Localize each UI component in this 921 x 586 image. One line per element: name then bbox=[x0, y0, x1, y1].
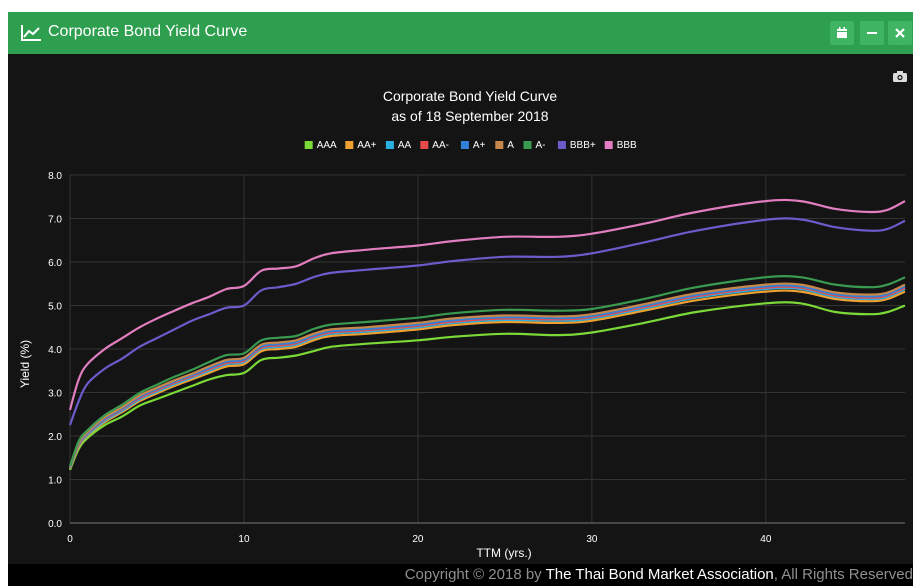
legend-label: AA bbox=[398, 140, 412, 151]
legend-label: AA+ bbox=[357, 140, 376, 151]
minimize-button[interactable] bbox=[860, 21, 884, 45]
x-axis-label: TTM (yrs.) bbox=[476, 546, 531, 560]
legend-swatch bbox=[460, 141, 469, 149]
legend-swatch bbox=[604, 141, 613, 149]
y-tick-label: 8.0 bbox=[48, 171, 62, 182]
chart-legend: AAA AA+ AA AA- A+ A A- BBB+ BBB bbox=[304, 140, 637, 151]
copyright-prefix: Copyright © 2018 by bbox=[404, 566, 546, 583]
series-line-aa-minus bbox=[68, 285, 906, 469]
legend-swatch bbox=[523, 141, 532, 149]
legend-swatch bbox=[304, 141, 313, 149]
series-line-a-minusplus bbox=[68, 284, 906, 468]
legend-label: AA- bbox=[432, 140, 449, 151]
y-tick-label: 7.0 bbox=[48, 215, 62, 226]
series-line-aaa bbox=[68, 301, 906, 471]
legend-label: AAA bbox=[317, 140, 337, 151]
x-tick-label: 20 bbox=[412, 534, 424, 545]
legend-swatch bbox=[495, 141, 504, 149]
close-button[interactable] bbox=[888, 21, 912, 45]
series-line-aa-minusplus bbox=[68, 289, 906, 469]
series-line-bbb-minusplus bbox=[68, 217, 906, 426]
chart-window: Corporate Bond Yield Curve bbox=[8, 12, 913, 586]
copyright-org[interactable]: The Thai Bond Market Association bbox=[545, 566, 774, 583]
series-line-bbb bbox=[68, 198, 906, 411]
camera-icon[interactable] bbox=[893, 70, 907, 82]
x-tick-label: 10 bbox=[238, 534, 250, 545]
calendar-icon bbox=[837, 27, 847, 38]
copyright-text: Copyright © 2018 by The Thai Bond Market… bbox=[405, 566, 913, 583]
y-tick-label: 2.0 bbox=[48, 432, 62, 443]
line-chart-icon bbox=[21, 25, 41, 41]
yield-curve-chart: 0.01.02.03.04.05.06.07.08.00 10 20 30 40 AAA… bbox=[18, 88, 906, 560]
minus-icon bbox=[867, 32, 877, 34]
calendar-button[interactable] bbox=[830, 21, 854, 45]
legend-label: BBB+ bbox=[570, 140, 596, 151]
y-tick-label: 1.0 bbox=[48, 476, 62, 487]
legend-swatch bbox=[385, 141, 394, 149]
legend-swatch bbox=[345, 141, 354, 149]
legend-label: A- bbox=[536, 140, 546, 151]
y-tick-label: 5.0 bbox=[48, 302, 62, 313]
legend-label: BBB bbox=[617, 140, 637, 151]
y-tick-label: 4.0 bbox=[48, 345, 62, 356]
legend-swatch bbox=[557, 141, 566, 149]
window-title: Corporate Bond Yield Curve bbox=[48, 23, 248, 40]
x-tick-label: 0 bbox=[67, 534, 73, 545]
chart-subtitle: as of 18 September 2018 bbox=[391, 108, 548, 124]
chart-axes: 0.0 1.0 2.0 3.0 4.0 5.0 6.0 7.0 8.0 0 10 20 30 40 bbox=[48, 171, 905, 545]
window-titlebar: Corporate Bond Yield Curve bbox=[8, 12, 913, 54]
y-tick-label: 0.0 bbox=[48, 519, 62, 530]
series-line-a-minus bbox=[68, 275, 906, 467]
chart-title: Corporate Bond Yield Curve bbox=[383, 88, 558, 104]
chart-grid bbox=[69, 174, 905, 524]
legend-label: A bbox=[507, 140, 514, 151]
chart-series bbox=[68, 198, 906, 471]
y-axis-label: Yield (%) bbox=[18, 340, 32, 388]
y-tick-label: 6.0 bbox=[48, 258, 62, 269]
footer: Copyright © 2018 by The Thai Bond Market… bbox=[8, 564, 913, 586]
x-tick-label: 30 bbox=[586, 534, 598, 545]
copyright-suffix: , All Rights Reserved bbox=[773, 566, 913, 583]
x-tick-label: 40 bbox=[760, 534, 772, 545]
legend-swatch bbox=[420, 141, 429, 149]
y-tick-label: 3.0 bbox=[48, 389, 62, 400]
series-line-a bbox=[68, 282, 906, 468]
close-icon bbox=[895, 28, 905, 38]
legend-label: A+ bbox=[473, 140, 486, 151]
series-line-aa bbox=[68, 286, 906, 469]
